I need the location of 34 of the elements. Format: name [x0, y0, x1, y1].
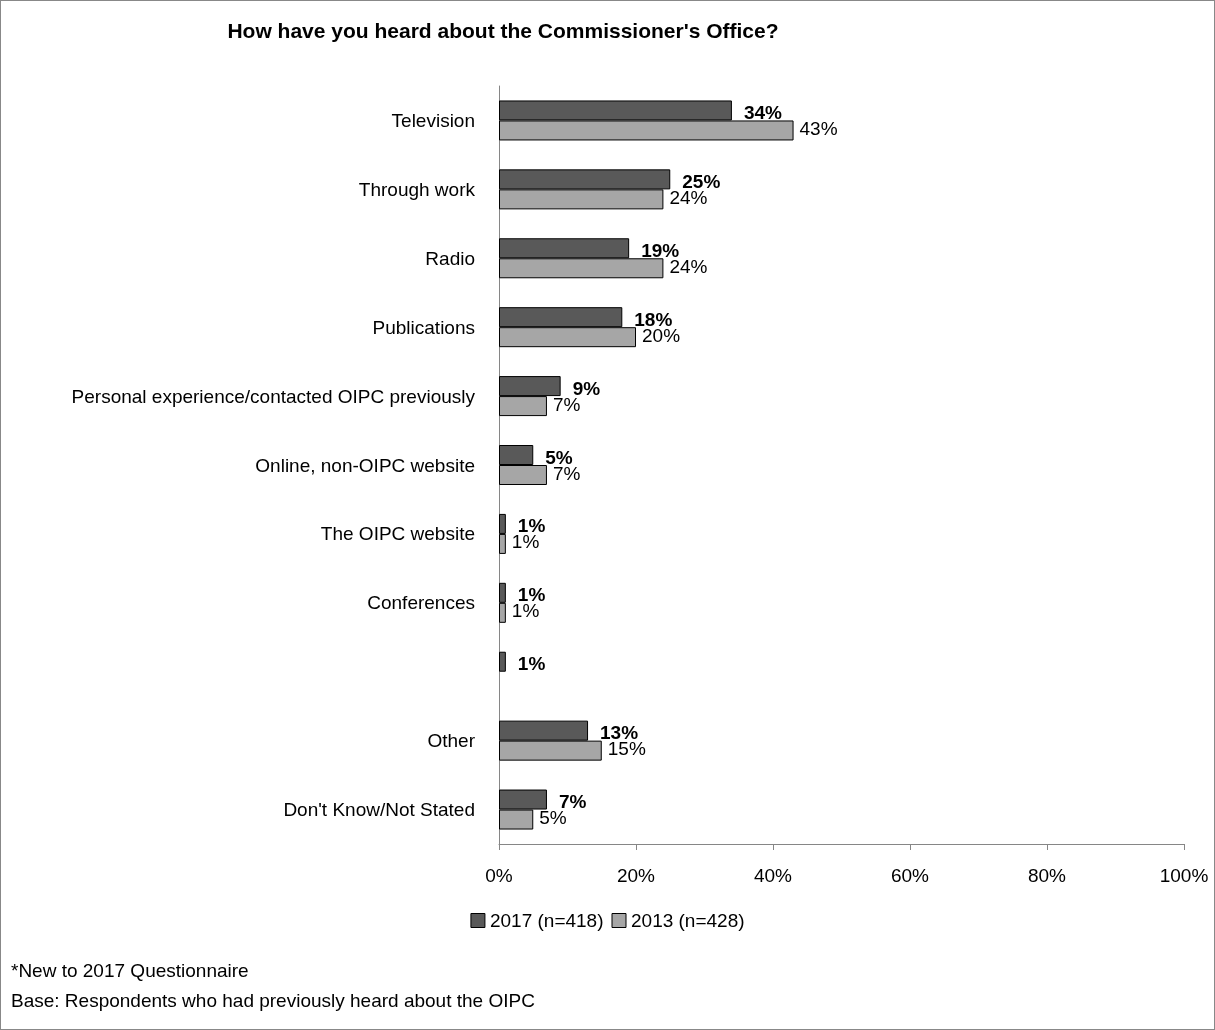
y-tick-label: Online, non-OIPC website	[255, 454, 475, 476]
data-label: 25%	[682, 170, 721, 192]
data-label: 1%	[511, 531, 540, 553]
legend-label: 2017 (n=418)	[489, 910, 604, 931]
y-tick-label: Don't Know/Not Stated	[283, 799, 475, 821]
x-tick-label: 0%	[485, 865, 513, 886]
chart-title: How have you heard about the Commissioner's Office?	[227, 19, 779, 42]
y-tick-label: Through work	[358, 178, 476, 200]
y-tick-label: Conferences	[367, 592, 475, 614]
bar	[499, 651, 506, 672]
text: *New to 2017 Questionnaire	[11, 960, 249, 981]
x-tick-label: 20%	[616, 865, 656, 886]
legend-label: 2013 (n=428)	[631, 910, 745, 931]
y-tick-label: Personal experience/contacted OIPC previously	[71, 385, 476, 407]
data-label: 19%	[641, 239, 680, 261]
y-tick-label: The OIPC website	[320, 523, 475, 545]
data-label: 1%	[511, 600, 540, 622]
data-label: 15%	[607, 738, 646, 760]
data-label: 5%	[545, 446, 573, 468]
y-tick-label: Television	[391, 109, 475, 131]
data-label: 34%	[743, 101, 783, 123]
data-label: 1%	[517, 653, 546, 675]
data-label: 43%	[799, 117, 838, 139]
data-label: 9%	[572, 377, 601, 399]
x-tick-label: 100%	[1159, 865, 1209, 886]
data-label: 18%	[634, 308, 673, 330]
x-tick-label: 60%	[890, 865, 930, 886]
y-tick-label: Publications	[372, 316, 475, 338]
data-label: 5%	[539, 807, 567, 829]
y-tick-label: Other	[427, 730, 476, 752]
x-tick-label: 80%	[1027, 865, 1067, 886]
y-tick-label: Radio	[425, 247, 475, 269]
x-tick-label: 40%	[753, 865, 793, 886]
text: Base: Respondents who had previously heard about the OIPC	[11, 990, 535, 1011]
